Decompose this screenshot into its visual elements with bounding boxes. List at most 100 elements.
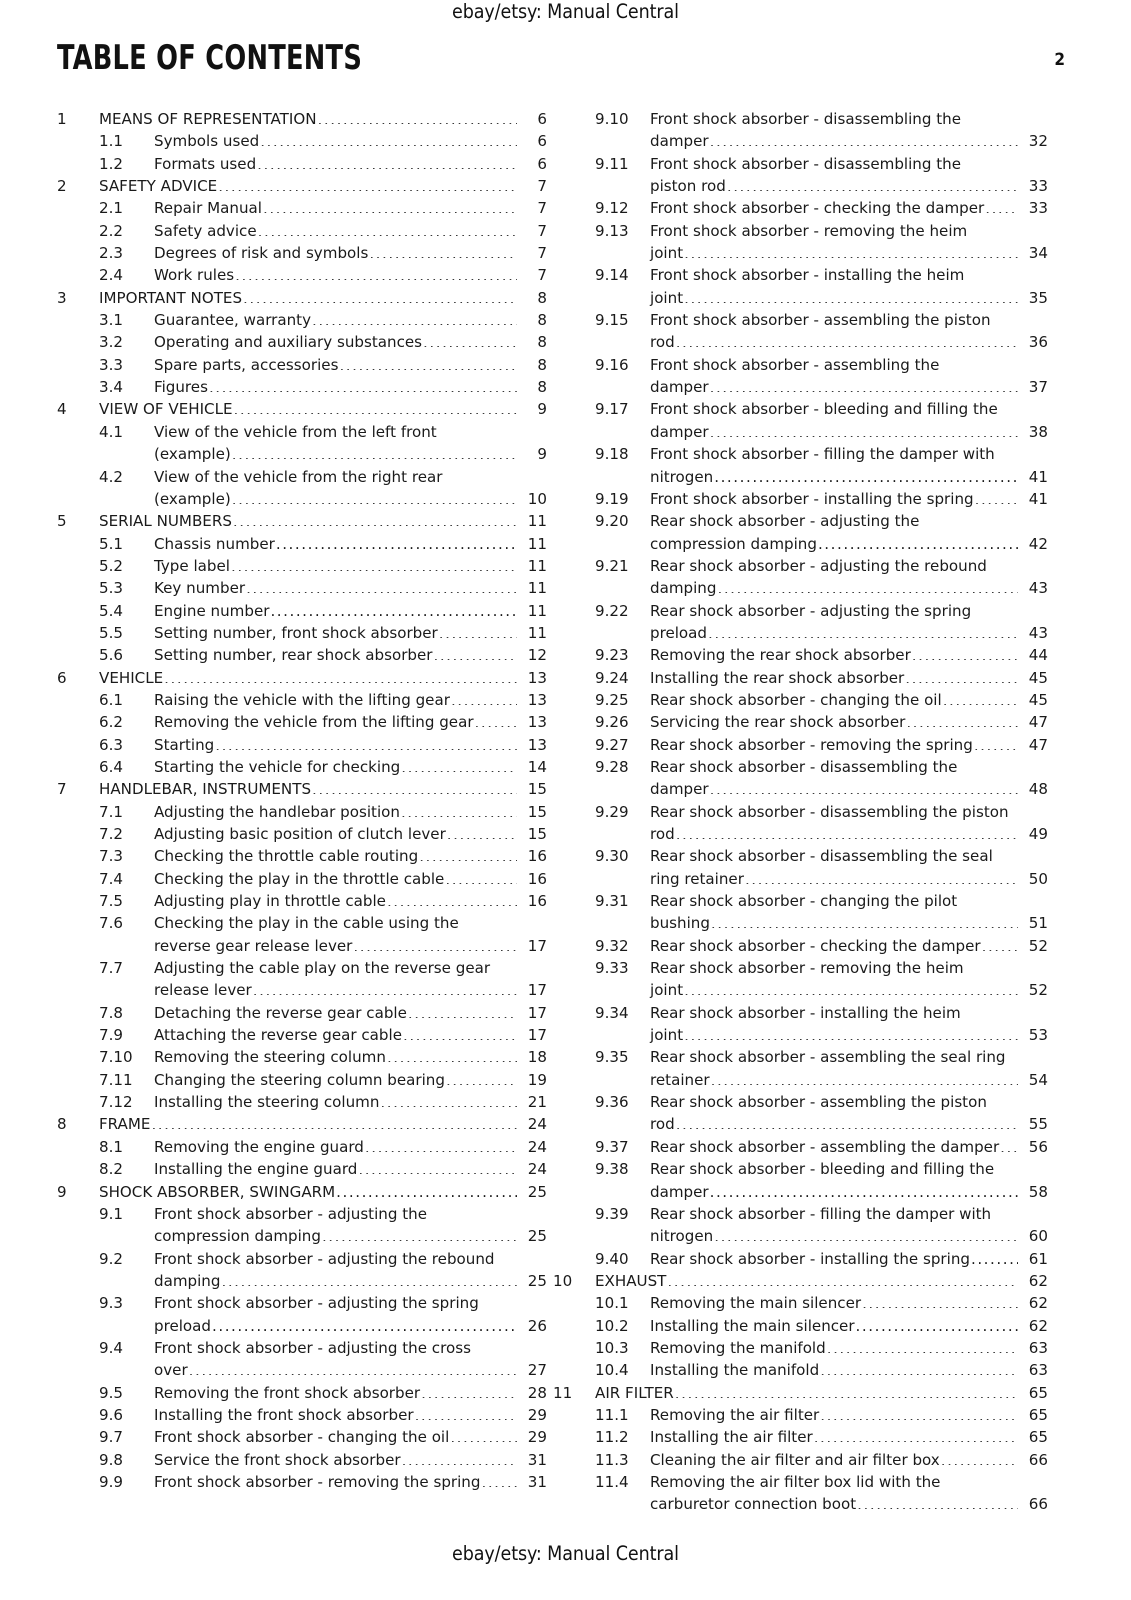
toc-entry[interactable]: 10.4 Installing the manifold 63 <box>553 1359 1048 1381</box>
toc-entry[interactable]: 7.8 Detaching the reverse gear cable 17 <box>57 1002 547 1024</box>
toc-entry[interactable]: 7.3 Checking the throttle cable routing 16 <box>57 845 547 867</box>
toc-entry[interactable]: 9.27 Rear shock absorber - removing the s… <box>553 734 1048 756</box>
toc-entry[interactable]: 11.2 Installing the air filter 65 <box>553 1426 1048 1448</box>
toc-entry[interactable]: 6.3 Starting 13 <box>57 734 547 756</box>
toc-entry[interactable]: 5.2 Type label 11 <box>57 555 547 577</box>
toc-entry[interactable]: 9.9 Front shock absorber - removing the s… <box>57 1471 547 1493</box>
toc-entry[interactable]: 8.1 Removing the engine guard 24 <box>57 1136 547 1158</box>
toc-entry[interactable]: 3.1 Guarantee, warranty 8 <box>57 309 547 331</box>
toc-entry[interactable]: 4.1 View of the vehicle from the left fro… <box>57 421 547 466</box>
toc-entry[interactable]: 3.2 Operating and auxiliary substances 8 <box>57 331 547 353</box>
toc-entry[interactable]: 7.10 Removing the steering column 18 <box>57 1046 547 1068</box>
toc-entry[interactable]: 3 IMPORTANT NOTES 8 <box>57 287 547 309</box>
toc-entry[interactable]: 9.14 Front shock absorber - installing th… <box>553 264 1048 309</box>
toc-entry[interactable]: 10.1 Removing the main silencer 62 <box>553 1292 1048 1314</box>
toc-entry[interactable]: 9.40 Rear shock absorber - installing the… <box>553 1248 1048 1270</box>
toc-entry[interactable]: 9.32 Rear shock absorber - checking the d… <box>553 935 1048 957</box>
toc-entry[interactable]: 7.4 Checking the play in the throttle cab… <box>57 868 547 890</box>
toc-entry[interactable]: 7.6 Checking the play in the cable using … <box>57 912 547 957</box>
toc-entry[interactable]: 9.38 Rear shock absorber - bleeding and f… <box>553 1158 1048 1203</box>
toc-entry[interactable]: 9.24 Installing the rear shock absorber 45 <box>553 667 1048 689</box>
toc-entry[interactable]: 9.15 Front shock absorber - assembling th… <box>553 309 1048 354</box>
toc-entry-body: Front shock absorber - adjusting the spr… <box>154 1292 547 1337</box>
toc-entry[interactable]: 3.3 Spare parts, accessories 8 <box>57 354 547 376</box>
toc-entry[interactable]: 9.28 Rear shock absorber - disassembling … <box>553 756 1048 801</box>
toc-entry[interactable]: 6.4 Starting the vehicle for checking 14 <box>57 756 547 778</box>
toc-entry[interactable]: 9.5 Removing the front shock absorber 28 <box>57 1382 547 1404</box>
toc-entry[interactable]: 9.33 Rear shock absorber - removing the h… <box>553 957 1048 1002</box>
toc-entry[interactable]: 9.16 Front shock absorber - assembling th… <box>553 354 1048 399</box>
toc-entry[interactable]: 9.4 Front shock absorber - adjusting the … <box>57 1337 547 1382</box>
toc-entry-title: joint <box>650 981 684 1000</box>
toc-entry[interactable]: 9.29 Rear shock absorber - disassembling … <box>553 801 1048 846</box>
toc-entry[interactable]: 1.2 Formats used 6 <box>57 153 547 175</box>
toc-entry[interactable]: 5 SERIAL NUMBERS 11 <box>57 510 547 532</box>
toc-entry[interactable]: 6.1 Raising the vehicle with the lifting … <box>57 689 547 711</box>
toc-entry[interactable]: 6.2 Removing the vehicle from the lifting… <box>57 711 547 733</box>
toc-entry[interactable]: 5.3 Key number 11 <box>57 577 547 599</box>
toc-entry[interactable]: 7 HANDLEBAR, INSTRUMENTS 15 <box>57 778 547 800</box>
toc-entry[interactable]: 7.9 Attaching the reverse gear cable 17 <box>57 1024 547 1046</box>
toc-entry[interactable]: 9.35 Rear shock absorber - assembling the… <box>553 1046 1048 1091</box>
toc-entry[interactable]: 5.1 Chassis number 11 <box>57 533 547 555</box>
toc-entry[interactable]: 8 FRAME 24 <box>57 1113 547 1135</box>
toc-entry[interactable]: 9.13 Front shock absorber - removing the … <box>553 220 1048 265</box>
toc-entry[interactable]: 5.6 Setting number, rear shock absorber 12 <box>57 644 547 666</box>
toc-entry[interactable]: 1 MEANS OF REPRESENTATION 6 <box>57 108 547 130</box>
toc-entry[interactable]: 5.5 Setting number, front shock absorber 1… <box>57 622 547 644</box>
toc-entry[interactable]: 11.1 Removing the air filter 65 <box>553 1404 1048 1426</box>
toc-entry[interactable]: 9.6 Installing the front shock absorber 29 <box>57 1404 547 1426</box>
toc-entry-title: preload <box>154 1316 211 1335</box>
toc-entry[interactable]: 9.12 Front shock absorber - checking the … <box>553 197 1048 219</box>
toc-entry[interactable]: 11 AIR FILTER 65 <box>553 1382 1048 1404</box>
toc-entry[interactable]: 9.7 Front shock absorber - changing the o… <box>57 1426 547 1448</box>
toc-entry[interactable]: 7.12 Installing the steering column 21 <box>57 1091 547 1113</box>
toc-entry[interactable]: 5.4 Engine number 11 <box>57 600 547 622</box>
toc-entry[interactable]: 2.1 Repair Manual 7 <box>57 197 547 219</box>
toc-entry[interactable]: 7.7 Adjusting the cable play on the rever… <box>57 957 547 1002</box>
toc-entry[interactable]: 9.2 Front shock absorber - adjusting the … <box>57 1248 547 1293</box>
toc-entry[interactable]: 9.39 Rear shock absorber - filling the da… <box>553 1203 1048 1248</box>
toc-entry[interactable]: 1.1 Symbols used 6 <box>57 130 547 152</box>
toc-entry[interactable]: 9.22 Rear shock absorber - adjusting the … <box>553 600 1048 645</box>
toc-entry[interactable]: 9.31 Rear shock absorber - changing the p… <box>553 890 1048 935</box>
toc-entry[interactable]: 8.2 Installing the engine guard 24 <box>57 1158 547 1180</box>
toc-entry[interactable]: 2 SAFETY ADVICE 7 <box>57 175 547 197</box>
toc-entry[interactable]: 9.37 Rear shock absorber - assembling the… <box>553 1136 1048 1158</box>
toc-entry[interactable]: 7.2 Adjusting basic position of clutch le… <box>57 823 547 845</box>
toc-entry[interactable]: 6 VEHICLE 13 <box>57 667 547 689</box>
toc-entry[interactable]: 9.23 Removing the rear shock absorber 44 <box>553 644 1048 666</box>
toc-entry[interactable]: 2.4 Work rules 7 <box>57 264 547 286</box>
toc-entry[interactable]: 9.11 Front shock absorber - disassembling… <box>553 153 1048 198</box>
toc-entry-line-final: Adjusting basic position of clutch lever… <box>154 823 547 845</box>
toc-entry[interactable]: 10.3 Removing the manifold 63 <box>553 1337 1048 1359</box>
toc-entry[interactable]: 9.19 Front shock absorber - installing th… <box>553 488 1048 510</box>
toc-entry[interactable]: 10.2 Installing the main silencer 62 <box>553 1315 1048 1337</box>
toc-entry[interactable]: 9.34 Rear shock absorber - installing the… <box>553 1002 1048 1047</box>
toc-entry[interactable]: 9.30 Rear shock absorber - disassembling … <box>553 845 1048 890</box>
toc-entry[interactable]: 9.26 Servicing the rear shock absorber 47 <box>553 711 1048 733</box>
toc-entry[interactable]: 4 VIEW OF VEHICLE 9 <box>57 398 547 420</box>
toc-entry[interactable]: 7.5 Adjusting play in throttle cable 16 <box>57 890 547 912</box>
toc-entry[interactable]: 9.25 Rear shock absorber - changing the o… <box>553 689 1048 711</box>
toc-dot-leader <box>472 1338 517 1353</box>
toc-entry[interactable]: 2.2 Safety advice 7 <box>57 220 547 242</box>
toc-entry[interactable]: 9.8 Service the front shock absorber 31 <box>57 1449 547 1471</box>
toc-entry[interactable]: 9.36 Rear shock absorber - assembling the… <box>553 1091 1048 1136</box>
toc-entry[interactable]: 9.3 Front shock absorber - adjusting the … <box>57 1292 547 1337</box>
toc-entry[interactable]: 7.11 Changing the steering column bearing… <box>57 1069 547 1091</box>
toc-entry[interactable]: 11.4 Removing the air filter box lid with… <box>553 1471 1048 1516</box>
toc-entry[interactable]: 2.3 Degrees of risk and symbols 7 <box>57 242 547 264</box>
toc-entry[interactable]: 9.17 Front shock absorber - bleeding and … <box>553 398 1048 443</box>
toc-entry[interactable]: 7.1 Adjusting the handlebar position 15 <box>57 801 547 823</box>
toc-entry[interactable]: 10 EXHAUST 62 <box>553 1270 1048 1292</box>
toc-entry[interactable]: 9 SHOCK ABSORBER, SWINGARM 25 <box>57 1181 547 1203</box>
toc-entry[interactable]: 9.10 Front shock absorber - disassembling… <box>553 108 1048 153</box>
toc-entry[interactable]: 11.3 Cleaning the air filter and air filt… <box>553 1449 1048 1471</box>
toc-entry[interactable]: 4.2 View of the vehicle from the right re… <box>57 466 547 511</box>
toc-entry[interactable]: 3.4 Figures 8 <box>57 376 547 398</box>
toc-entry[interactable]: 9.21 Rear shock absorber - adjusting the … <box>553 555 1048 600</box>
toc-entry[interactable]: 9.18 Front shock absorber - filling the d… <box>553 443 1048 488</box>
